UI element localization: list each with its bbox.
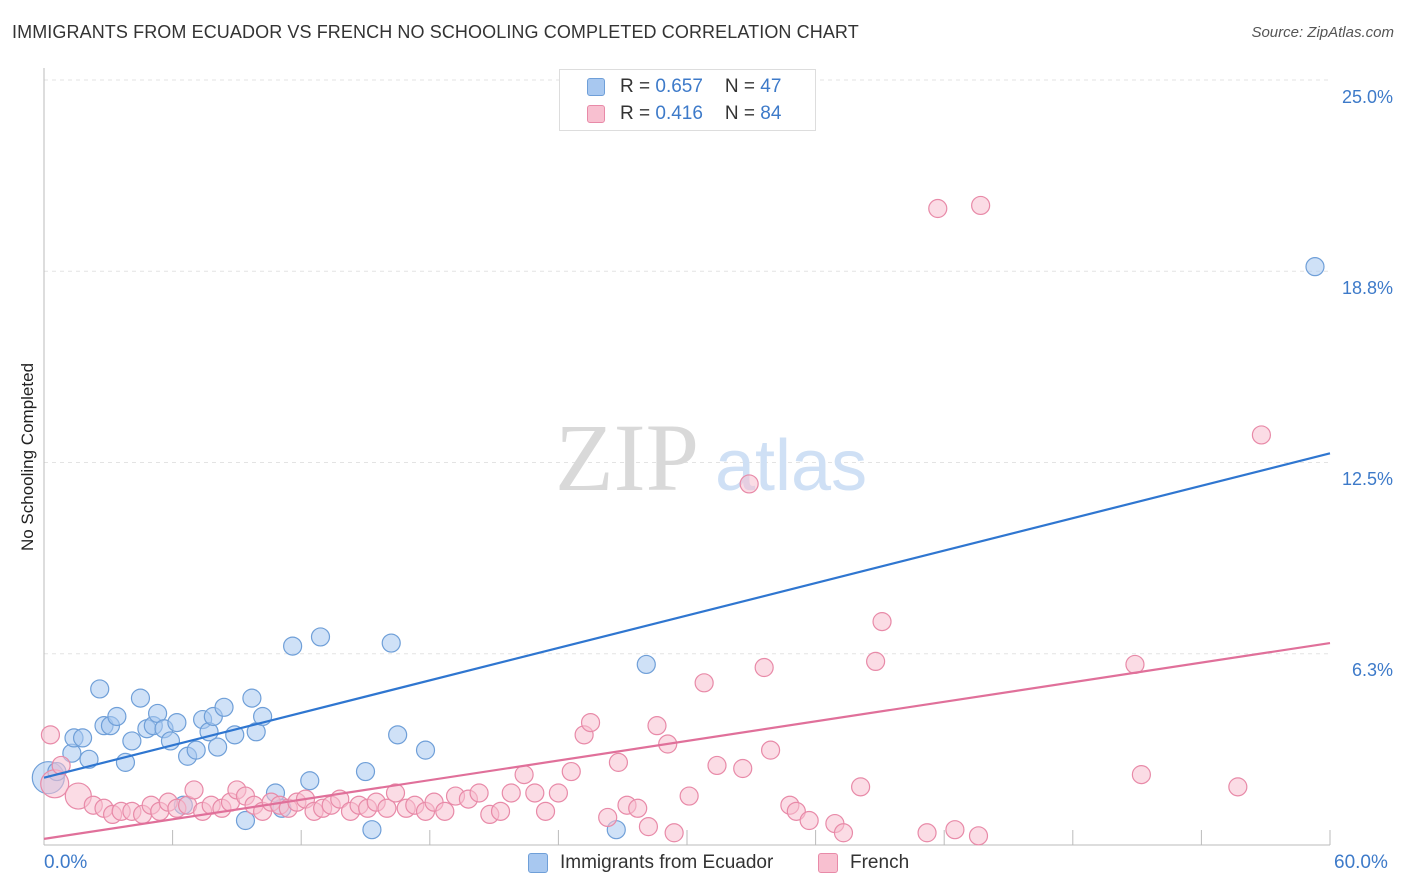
data-point <box>130 688 151 708</box>
legend-swatch-french <box>587 105 605 123</box>
legend-n-label: N = <box>724 103 761 124</box>
source-label: Source: ZipAtlas.com <box>1251 24 1394 41</box>
data-point <box>799 810 819 831</box>
data-point <box>647 716 667 736</box>
bottom-legend-swatch-french <box>818 853 838 873</box>
data-point <box>598 807 618 828</box>
watermark-atlas: atlas <box>715 426 867 506</box>
data-point <box>638 817 659 837</box>
data-point <box>310 627 331 647</box>
x-tick-min: 0.0% <box>44 852 88 873</box>
legend-text-ecuador: R = 0.657 N = 47 <box>620 76 781 98</box>
data-point <box>628 798 648 818</box>
data-point <box>851 777 871 797</box>
legend-swatch-ecuador <box>587 78 605 96</box>
legend-r-value-ecuador: 0.657 <box>655 76 703 97</box>
data-point <box>561 761 581 782</box>
data-point <box>694 673 714 693</box>
data-point <box>167 712 187 733</box>
y-tick-12-5: 12.5% <box>1341 469 1393 489</box>
data-point <box>122 731 142 751</box>
data-point <box>945 820 965 840</box>
y-tick-6-3: 6.3% <box>1351 660 1393 680</box>
data-point <box>469 783 489 803</box>
trend-line-ecuador <box>43 452 1331 779</box>
data-point <box>739 474 759 494</box>
data-point <box>1228 777 1248 797</box>
data-point <box>388 725 408 745</box>
data-point <box>79 749 99 769</box>
data-point <box>1305 257 1325 277</box>
data-point <box>90 679 110 699</box>
data-point <box>917 823 937 843</box>
data-point <box>72 728 93 748</box>
data-point <box>208 737 228 757</box>
data-point <box>971 195 991 216</box>
data-point <box>1251 425 1272 445</box>
data-point <box>107 706 127 727</box>
series-ecuador <box>31 257 1325 840</box>
legend-r-label: R = <box>620 76 656 97</box>
data-point <box>235 810 256 831</box>
data-point <box>242 688 262 708</box>
legend-n-value-french: 84 <box>760 103 782 124</box>
data-point <box>40 725 61 745</box>
data-point <box>679 786 699 806</box>
data-point <box>214 697 234 717</box>
data-point <box>355 761 376 782</box>
data-point <box>580 712 601 733</box>
y-tick-18-8: 18.8% <box>1341 278 1393 298</box>
data-point <box>760 740 781 760</box>
data-point <box>300 771 320 791</box>
data-point <box>525 783 545 803</box>
data-point <box>968 826 989 846</box>
legend-text-french: R = 0.416 N = 84 <box>620 103 781 125</box>
legend-n-label: N = <box>724 76 761 97</box>
data-point <box>664 823 684 843</box>
data-point <box>283 636 303 656</box>
x-tick-max: 60.0% <box>1334 852 1388 873</box>
data-point <box>1131 765 1151 785</box>
watermark: ZIP atlas <box>555 404 867 511</box>
data-point <box>928 198 948 219</box>
data-point <box>707 755 727 776</box>
bottom-legend-label-french: French <box>850 852 910 873</box>
bottom-legend-swatch-ecuador <box>528 853 548 873</box>
legend-n-value-ecuador: 47 <box>760 76 782 97</box>
legend-r-value-french: 0.416 <box>655 103 703 124</box>
data-point <box>535 801 556 821</box>
data-point <box>833 823 854 843</box>
data-point <box>415 740 436 760</box>
watermark-zip: ZIP <box>555 404 699 511</box>
data-point <box>377 798 397 818</box>
data-point <box>184 780 204 800</box>
data-point <box>733 758 753 779</box>
y-tick-25-0: 25.0% <box>1341 87 1393 107</box>
data-point <box>866 651 886 672</box>
series-layer <box>31 195 1325 846</box>
data-point <box>381 633 401 653</box>
trend-layer <box>43 452 1331 840</box>
data-point <box>514 765 534 785</box>
chart-title: IMMIGRANTS FROM ECUADOR VS FRENCH NO SCH… <box>12 22 859 42</box>
trend-line-french <box>43 641 1331 840</box>
bottom-legend-label-ecuador: Immigrants from Ecuador <box>560 852 774 873</box>
data-point <box>501 783 521 803</box>
data-point <box>754 657 774 678</box>
axes <box>43 68 1331 846</box>
data-point <box>636 654 656 675</box>
data-point <box>435 801 455 821</box>
data-point <box>362 820 382 840</box>
data-point <box>548 783 569 803</box>
data-point <box>872 612 892 632</box>
data-point <box>186 740 206 760</box>
series-french <box>40 195 1272 846</box>
data-point <box>608 752 629 772</box>
correlation-legend: R = 0.657 N = 47 R = 0.416 N = 84 <box>559 69 816 131</box>
data-point <box>385 783 406 803</box>
data-point <box>490 801 511 821</box>
legend-r-label: R = <box>620 103 656 124</box>
grid-lines <box>44 79 1330 655</box>
